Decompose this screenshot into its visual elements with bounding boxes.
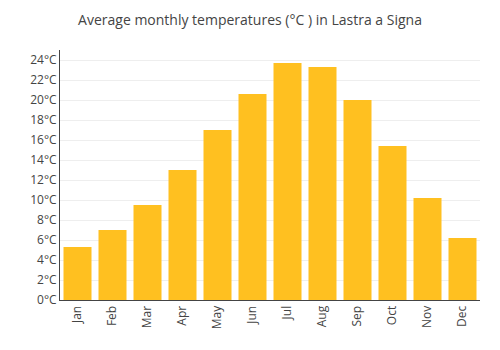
svg-text:Aug: Aug (313, 305, 330, 327)
svg-text:8°C: 8°C (37, 211, 57, 228)
svg-text:10°C: 10°C (30, 191, 57, 208)
svg-text:Average monthly temperatures (: Average monthly temperatures (°C ) in La… (78, 10, 422, 29)
svg-text:Mar: Mar (138, 306, 155, 328)
svg-text:Sep: Sep (348, 306, 365, 327)
svg-text:4°C: 4°C (37, 251, 57, 268)
svg-text:Dec: Dec (453, 306, 470, 327)
svg-text:24°C: 24°C (30, 51, 57, 68)
svg-text:Oct: Oct (383, 306, 400, 325)
svg-text:0°C: 0°C (37, 291, 57, 308)
svg-text:14°C: 14°C (30, 151, 57, 168)
svg-text:22°C: 22°C (30, 71, 57, 88)
svg-text:Jun: Jun (243, 306, 260, 325)
svg-text:2°C: 2°C (37, 271, 57, 288)
svg-text:20°C: 20°C (30, 91, 57, 108)
svg-text:Nov: Nov (418, 306, 435, 328)
svg-text:Jul: Jul (278, 306, 295, 321)
svg-text:Apr: Apr (173, 306, 190, 326)
svg-text:Jan: Jan (68, 306, 85, 324)
svg-text:16°C: 16°C (30, 131, 57, 148)
svg-text:12°C: 12°C (30, 171, 57, 188)
svg-text:May: May (208, 305, 225, 329)
svg-text:Feb: Feb (103, 306, 120, 326)
svg-text:6°C: 6°C (37, 231, 57, 248)
svg-text:18°C: 18°C (30, 111, 57, 128)
